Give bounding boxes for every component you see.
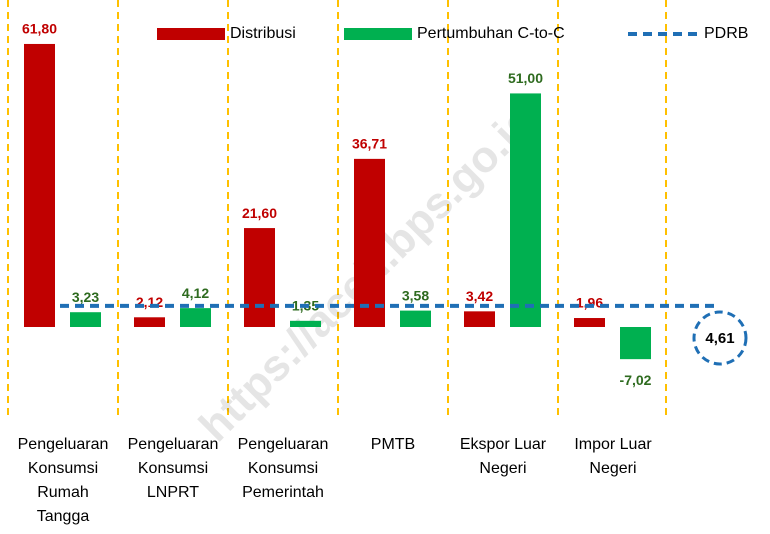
data-label: 21,60 — [242, 205, 277, 221]
bar — [134, 317, 165, 327]
reference-circle — [692, 310, 748, 366]
reference-label: 4,61 — [705, 330, 734, 347]
data-label: 3,58 — [402, 287, 429, 303]
bar — [354, 158, 385, 327]
data-label: 51,00 — [508, 70, 543, 86]
bar — [244, 228, 275, 327]
legend-label: Pertumbuhan C-to-C — [417, 25, 565, 42]
data-label: 3,23 — [72, 289, 99, 305]
legend-label: Distribusi — [230, 25, 296, 42]
data-label: 1,96 — [576, 295, 603, 311]
bar — [400, 310, 431, 327]
x-tick-label: Pengeluaran Konsumsi LNPRT — [127, 436, 219, 501]
x-tick-label: Impor Luar Negeri — [574, 436, 652, 477]
bar — [290, 320, 321, 327]
legend-swatch — [344, 28, 412, 40]
bar — [70, 312, 101, 327]
x-tick-label: Pengeluaran Konsumsi Pemerintah — [237, 436, 329, 501]
bar — [24, 43, 55, 328]
bar — [620, 327, 651, 360]
bar — [510, 93, 541, 327]
data-label: 4,12 — [182, 285, 209, 301]
bar — [180, 308, 211, 327]
x-tick-label: Pengeluaran Konsumsi Rumah Tangga — [17, 436, 109, 525]
legend-label: PDRB — [704, 25, 748, 42]
x-tick-label: PMTB — [370, 436, 416, 453]
bar — [574, 318, 605, 327]
data-label: 61,80 — [22, 21, 57, 37]
x-tick-label: Ekspor Luar Negeri — [459, 436, 547, 477]
data-label: 3,42 — [466, 288, 493, 304]
legend-swatch — [157, 28, 225, 40]
bar — [464, 311, 495, 327]
data-label: 36,71 — [352, 136, 387, 152]
data-label: -7,02 — [620, 372, 652, 388]
